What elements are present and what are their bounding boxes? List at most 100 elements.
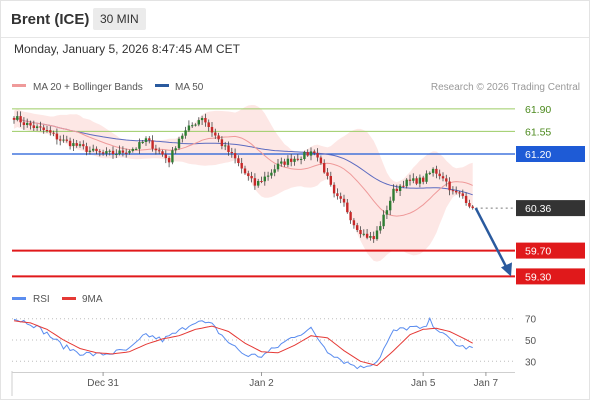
candle <box>389 196 392 215</box>
candle-body-bullish <box>88 150 92 152</box>
candle <box>313 149 316 156</box>
candle-body-bullish <box>369 236 372 238</box>
candle-body-bearish <box>260 181 263 182</box>
candle <box>369 232 372 241</box>
rsi-legend: RSI 9MA <box>12 294 103 305</box>
rsi-ma-legend-label: 9MA <box>82 294 103 305</box>
candle-body-bullish <box>177 138 181 149</box>
candle <box>151 135 154 152</box>
candle <box>464 192 468 206</box>
candle <box>461 189 464 199</box>
candle-body-bearish <box>29 122 32 126</box>
candle-body-bearish <box>121 150 125 153</box>
candle-body-bullish <box>138 142 141 149</box>
candle-body-bearish <box>227 145 230 152</box>
candle-body-bullish <box>398 185 402 191</box>
candle <box>72 138 75 151</box>
time-tick-label: Jan 5 <box>411 378 436 389</box>
candle <box>445 174 448 187</box>
candle <box>260 176 263 184</box>
candle <box>372 231 375 243</box>
candle-body-bearish <box>451 190 455 192</box>
candle-body-bearish <box>214 132 217 136</box>
candle <box>362 229 365 237</box>
bollinger-bands <box>14 105 473 262</box>
candle-body-bearish <box>12 117 16 120</box>
candle <box>441 172 445 182</box>
candle-body-bullish <box>184 130 187 136</box>
level-tag-support <box>516 242 585 259</box>
candle-body-bullish <box>280 161 283 164</box>
candle-body-bearish <box>352 220 356 226</box>
candle-body-bearish <box>336 193 339 197</box>
bollinger-legend-swatch <box>12 84 26 87</box>
candle-body-bearish <box>283 161 286 165</box>
candle <box>468 199 471 209</box>
candle <box>349 210 352 224</box>
candlesticks <box>12 111 474 243</box>
candle <box>240 158 243 174</box>
candle-body-bearish <box>346 202 349 213</box>
candle <box>227 141 230 156</box>
candle-body-bearish <box>253 178 257 186</box>
candle <box>29 120 32 130</box>
candle <box>108 149 111 156</box>
candle-body-bearish <box>167 158 171 163</box>
candle <box>55 128 59 145</box>
candle <box>329 171 332 187</box>
candle-body-bearish <box>49 130 52 133</box>
candle-body-bullish <box>224 145 227 147</box>
candle-body-bearish <box>42 127 45 130</box>
candle <box>326 168 329 180</box>
candle-body-bearish <box>349 212 352 221</box>
candle <box>283 158 286 167</box>
candle-body-bullish <box>286 158 290 165</box>
candle-body-bullish <box>72 143 75 146</box>
candle-body-bullish <box>418 177 422 184</box>
candle-body-bearish <box>339 196 342 199</box>
candle <box>85 142 88 156</box>
candle <box>431 167 435 177</box>
candle-body-bearish <box>22 122 26 125</box>
candle-body-bearish <box>402 185 405 187</box>
candle <box>101 149 105 156</box>
candle-body-bearish <box>148 138 151 141</box>
candle-body-bullish <box>144 138 148 142</box>
candle <box>75 140 78 148</box>
candle <box>332 182 336 198</box>
candle-body-bearish <box>210 127 214 133</box>
candle <box>121 146 125 157</box>
rsi-ma-legend-swatch <box>62 297 76 300</box>
candle <box>184 126 187 139</box>
price-level-labels: 61.90 61.55 61.20 60.36 59.70 59.30 <box>516 104 585 285</box>
timeframe-button[interactable]: 30 MIN <box>93 8 146 30</box>
candle <box>82 140 85 150</box>
candle-body-bearish <box>85 146 88 152</box>
candle <box>379 221 382 234</box>
candle-body-bullish <box>115 154 118 155</box>
candle <box>405 178 408 189</box>
level-label-pivot: 61.20 <box>525 149 551 161</box>
candle-body-bullish <box>266 175 270 177</box>
candle <box>237 155 240 167</box>
candle <box>471 205 474 210</box>
candle <box>306 149 309 157</box>
candle <box>336 188 339 200</box>
candle-body-bearish <box>395 188 398 191</box>
candle-body-bullish <box>141 142 144 143</box>
candle-body-bullish <box>118 150 121 154</box>
candle-body-bullish <box>16 116 19 120</box>
candle-body-bearish <box>323 163 326 173</box>
candle-body-bearish <box>313 151 316 153</box>
candle <box>408 174 412 186</box>
rsi-panel: 70 50 30 <box>12 315 537 370</box>
candle-body-bullish <box>181 135 184 139</box>
candle-body-bearish <box>441 176 445 179</box>
ma50-legend-label: MA 50 <box>175 82 204 93</box>
candle <box>39 121 42 131</box>
candle-body-bearish <box>230 152 233 154</box>
candle-body-bearish <box>68 140 72 147</box>
candle <box>49 126 52 136</box>
candle <box>303 150 306 161</box>
forecast-arrow-shaft <box>474 207 510 271</box>
